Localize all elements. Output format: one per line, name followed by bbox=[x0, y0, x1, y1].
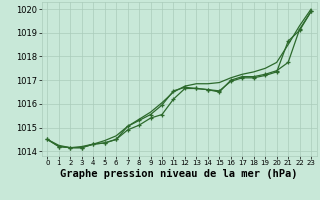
X-axis label: Graphe pression niveau de la mer (hPa): Graphe pression niveau de la mer (hPa) bbox=[60, 169, 298, 179]
